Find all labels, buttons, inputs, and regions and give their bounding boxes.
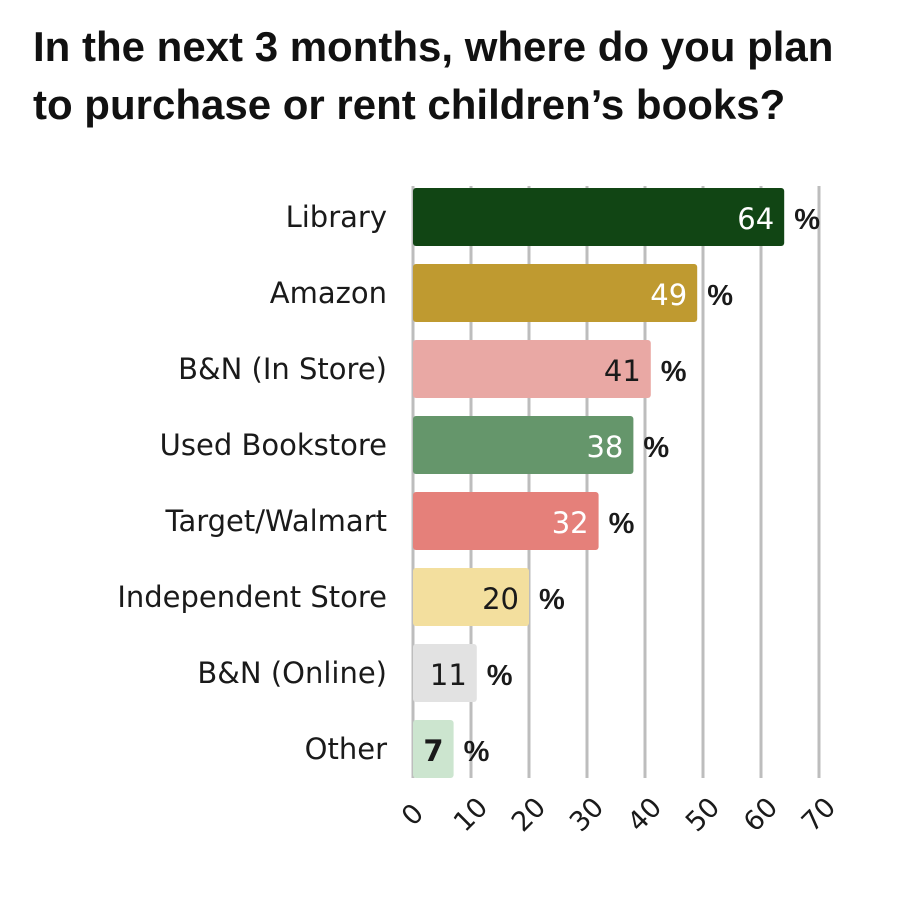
category-label-bandn-in-store: B&N (In Store): [178, 352, 387, 386]
bar-bandn-in-store: [413, 340, 651, 398]
labels: Library 64 % Amazon 49 % B&N (In Store) 41 % Used…: [117, 200, 820, 768]
bar-amazon: [413, 264, 698, 322]
x-tick-label-20: 20: [506, 792, 552, 838]
category-label-used-bookstore: Used Bookstore: [160, 428, 387, 462]
x-tick-label-10: 10: [448, 792, 494, 838]
bar-target-walmart: [413, 492, 599, 550]
percent-label-independent-store: %: [539, 584, 565, 616]
x-axis-ticks: 0 10 20 30 40 50 60 70: [396, 792, 842, 838]
value-label-bandn-online: 11: [430, 658, 467, 692]
percent-label-bandn-in-store: %: [661, 356, 687, 388]
value-label-bandn-in-store: 41: [604, 354, 641, 388]
percent-label-library: %: [794, 204, 820, 236]
value-label-used-bookstore: 38: [586, 430, 623, 464]
percent-label-target-walmart: %: [609, 508, 635, 540]
category-label-independent-store: Independent Store: [117, 580, 387, 614]
value-label-other: 7: [423, 734, 443, 768]
chart-title: In the next 3 months, where do you plan …: [33, 23, 834, 128]
bar-used-bookstore: [413, 416, 634, 474]
bar-library: [413, 188, 785, 246]
bar-other: [413, 720, 454, 778]
value-label-target-walmart: 32: [552, 506, 589, 540]
percent-label-used-bookstore: %: [643, 432, 669, 464]
value-label-amazon: 49: [650, 278, 687, 312]
category-label-library: Library: [286, 200, 387, 234]
x-tick-label-70: 70: [796, 792, 842, 838]
percent-label-other: %: [464, 736, 490, 768]
x-tick-label-40: 40: [622, 792, 668, 838]
x-tick-label-60: 60: [738, 792, 784, 838]
bar-independent-store: [413, 568, 529, 626]
percent-label-amazon: %: [707, 280, 733, 312]
bar-bandn-online: [413, 644, 477, 702]
percent-label-bandn-online: %: [487, 660, 513, 692]
value-label-independent-store: 20: [482, 582, 519, 616]
bars: [413, 188, 785, 778]
category-label-bandn-online: B&N (Online): [197, 656, 387, 690]
category-label-target-walmart: Target/Walmart: [165, 504, 387, 538]
x-tick-label-0: 0: [396, 798, 430, 832]
category-label-other: Other: [305, 732, 387, 766]
value-label-library: 64: [737, 202, 774, 236]
x-tick-label-50: 50: [680, 792, 726, 838]
category-label-amazon: Amazon: [270, 276, 387, 310]
x-tick-label-30: 30: [564, 792, 610, 838]
